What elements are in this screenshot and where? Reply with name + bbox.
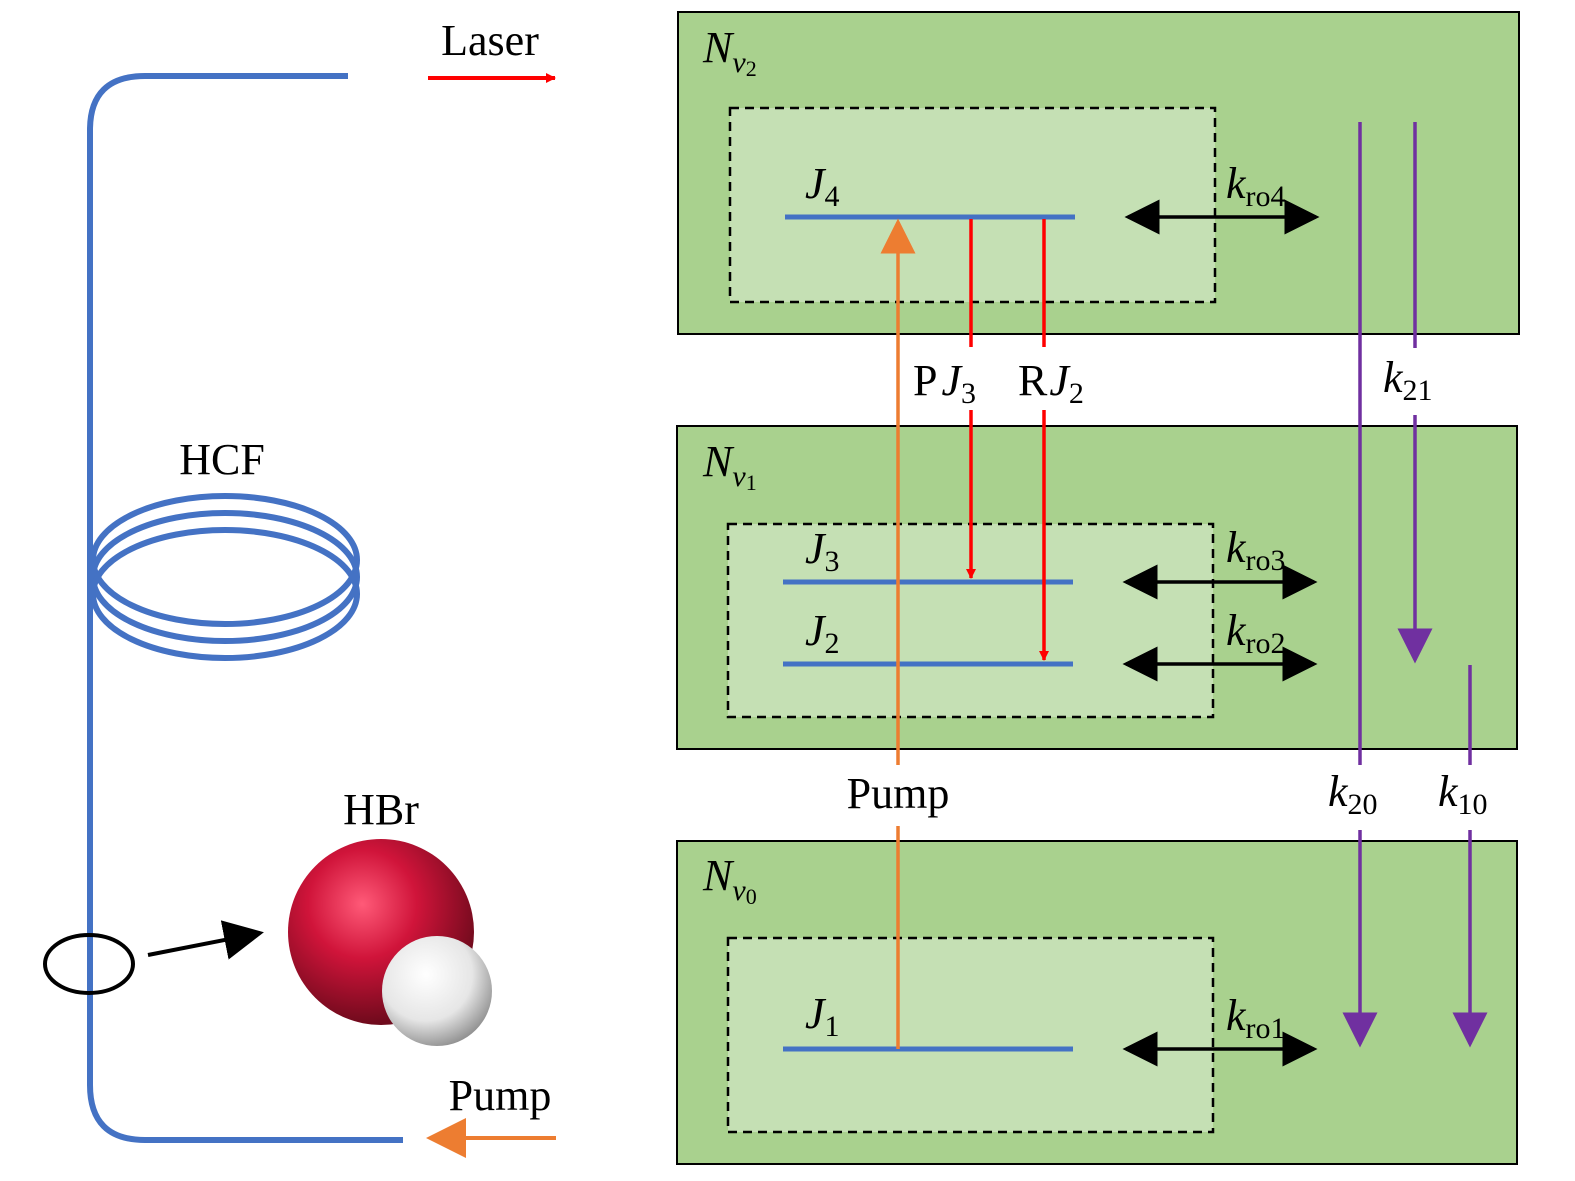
level-label-j2: J2: [805, 606, 840, 660]
rate-label-kro2: kro2: [1226, 606, 1286, 660]
hbr-label: HBr: [343, 785, 419, 834]
level-label-j1: J1: [805, 989, 840, 1043]
energy-level-diagram: Nv2 J4 kro4 Nv1 J3 J2 kro3 kro2 Nv0 J1 k…: [676, 11, 1520, 1165]
rate-label-kro3: kro3: [1226, 523, 1286, 577]
rate-label-kro1: kro1: [1226, 991, 1286, 1045]
p-branch-label: PJ3: [913, 356, 976, 410]
hollow-core-fiber: [87, 73, 403, 1143]
laser-label: Laser: [441, 16, 539, 65]
rate-label-k10: k10: [1438, 767, 1488, 821]
level-label-v2: Nv2: [702, 23, 757, 81]
fiber-setup: HCF Laser Pump HBr: [43, 16, 556, 1158]
level-label-j3: J3: [805, 524, 840, 578]
zoom-circle: [43, 933, 135, 995]
rotational-manifold-v0: [726, 936, 1215, 1134]
zoom-arrow: [147, 920, 264, 960]
fiber-coil: [90, 493, 360, 661]
rate-label-kro4: kro4: [1226, 159, 1286, 213]
pump-transition-label: Pump: [847, 769, 950, 818]
hydrogen-atom: [382, 936, 492, 1046]
level-label-j4: J4: [805, 159, 840, 213]
rate-label-k20: k20: [1328, 767, 1378, 821]
hbr-molecule: [288, 839, 492, 1046]
level-label-v0: Nv0: [702, 851, 757, 909]
rate-label-k21: k21: [1383, 353, 1433, 407]
pump-input-label: Pump: [449, 1071, 552, 1120]
level-label-v1: Nv1: [702, 437, 757, 495]
r-branch-label: RJ2: [1018, 356, 1084, 410]
hcf-label: HCF: [179, 435, 265, 484]
